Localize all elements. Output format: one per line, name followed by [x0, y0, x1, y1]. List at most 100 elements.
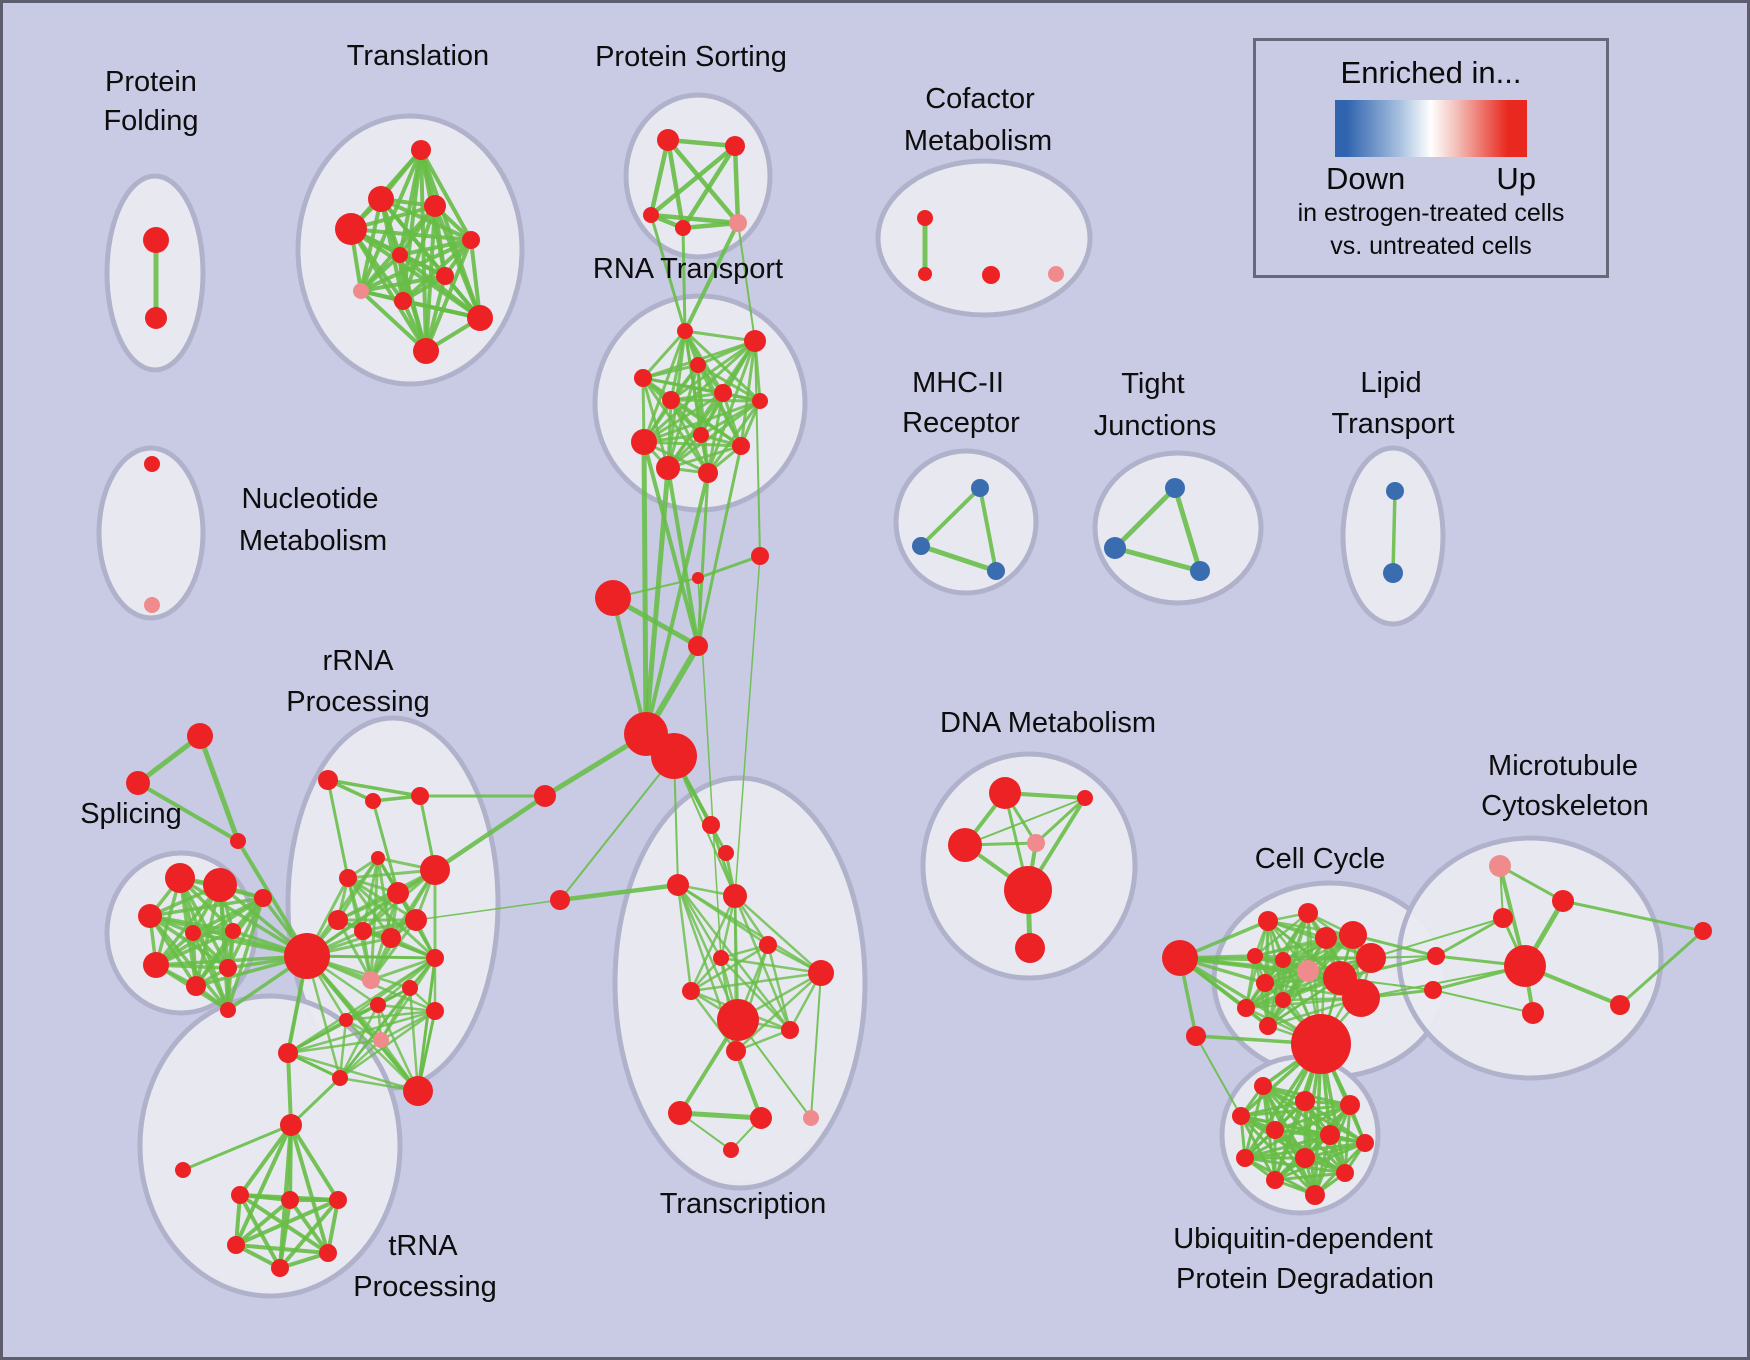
- gene-set-node-mt3: [1493, 908, 1513, 928]
- edge-cy3-cy7: [1253, 911, 1310, 958]
- gene-set-node-t4: [424, 195, 446, 217]
- gene-set-node-rr17: [339, 1013, 353, 1027]
- gene-set-node-cy12: [1275, 992, 1291, 1008]
- gene-set-node-tr5: [759, 936, 777, 954]
- gene-set-node-rt5: [662, 391, 680, 409]
- edge-cy5-cr1: [1351, 933, 1438, 958]
- edge-t1-t5: [419, 148, 473, 242]
- edge-rt1-rt4: [641, 329, 687, 380]
- edge-cy9-cy11: [1244, 969, 1310, 1010]
- gene-set-node-t11: [413, 338, 439, 364]
- edge-rr16-rr21: [286, 1009, 437, 1055]
- edge-tri1-tri3: [197, 733, 241, 844]
- edge-sp8-sp10: [226, 896, 265, 970]
- gene-set-node-rt8: [631, 429, 657, 455]
- cluster-ellipse-tight-junctions: [1092, 450, 1264, 606]
- gene-set-node-rr19: [403, 1076, 433, 1106]
- edge-rt7-rt8: [642, 399, 762, 444]
- edge-rt9-cc4: [666, 466, 700, 648]
- gene-set-node-rt3: [690, 357, 706, 373]
- gene-set-node-tr14: [803, 1110, 819, 1126]
- edge-tn5-tn6: [234, 1198, 340, 1247]
- gene-set-node-tr10: [781, 1021, 799, 1039]
- edge-sp5-sp6: [154, 929, 235, 967]
- edge-rt1-rt2: [683, 329, 757, 343]
- gene-set-node-tr2: [718, 845, 734, 861]
- legend-down-label: Down: [1326, 161, 1406, 196]
- edge-t6-t8: [359, 253, 402, 293]
- edge-tr7-tr14: [810, 972, 822, 1119]
- cluster-label: Cytoskeleton: [1481, 790, 1649, 822]
- gene-set-node-rt6: [714, 384, 732, 402]
- edge-rr19-rr12: [416, 956, 437, 1093]
- gene-set-node-ub3: [1340, 1095, 1360, 1115]
- gene-set-node-lp2: [1383, 563, 1403, 583]
- edge-rt12-cc4: [696, 444, 743, 648]
- edge-sp6-sp10: [154, 896, 265, 967]
- gene-set-node-ps5: [729, 214, 747, 232]
- edge-rt3-rt7: [696, 363, 762, 403]
- edge-cy14-mt4: [1360, 965, 1526, 999]
- edge-ps4-rt1: [681, 226, 687, 333]
- gene-set-node-cf1: [917, 210, 933, 226]
- edge-cc1-cc2: [696, 554, 762, 580]
- edge-dm2-dm4: [1034, 796, 1087, 845]
- edge-cc1-tr4: [734, 555, 761, 897]
- gene-set-node-nm2: [144, 597, 160, 613]
- gene-set-node-ub8: [1236, 1149, 1254, 1167]
- edge-tr4-tr7: [733, 894, 823, 975]
- gene-set-node-sp3: [138, 904, 162, 928]
- gene-set-node-ub4: [1232, 1107, 1250, 1125]
- cluster-label: Receptor: [902, 407, 1020, 439]
- edge-mt5-mt7: [1618, 929, 1705, 1007]
- edge-rr18-rr20: [338, 1038, 383, 1080]
- gene-set-node-tn7: [319, 1244, 337, 1262]
- cluster-label: Nucleotide: [241, 483, 378, 515]
- gene-set-node-dm6: [1015, 933, 1045, 963]
- gene-set-node-cy16: [1186, 1026, 1206, 1046]
- gene-set-node-rt12: [732, 437, 750, 455]
- gene-set-node-m1: [971, 479, 989, 497]
- edge-tn1-tn7: [289, 1123, 330, 1255]
- gene-set-node-cy2: [1258, 911, 1278, 931]
- edge-tn2-tn1: [181, 1123, 293, 1172]
- edge-tr6-tr10: [719, 956, 792, 1032]
- gene-set-node-rr7: [420, 855, 450, 885]
- gene-set-node-tj3: [1190, 561, 1210, 581]
- cluster-label: Transcription: [660, 1188, 827, 1220]
- gene-set-node-t5: [462, 231, 480, 249]
- gene-set-node-cy4: [1315, 927, 1337, 949]
- edge-t8-t11: [359, 289, 428, 353]
- cluster-ellipse-nucleotide-metabolism: [96, 445, 206, 621]
- edge-sp7-sp10: [194, 896, 265, 988]
- edge-con1-rr7: [432, 793, 548, 873]
- gene-set-node-rr6: [387, 882, 409, 904]
- gene-set-node-cf2: [918, 267, 932, 281]
- gene-set-node-tr4: [723, 884, 747, 908]
- cluster-ellipse-mhc-ii-receptor: [893, 448, 1039, 596]
- cluster-label: Protein Degradation: [1176, 1263, 1434, 1295]
- cluster-label: Microtubule: [1488, 750, 1638, 782]
- gene-set-node-mt5: [1610, 995, 1630, 1015]
- edge-ps5-rt2: [737, 222, 756, 342]
- gene-set-node-tr9: [717, 999, 759, 1041]
- gene-set-node-rr20: [332, 1070, 348, 1086]
- edge-rr20-tn1: [289, 1076, 342, 1127]
- edge-rt2-rt5: [669, 339, 757, 402]
- cluster-label: Processing: [353, 1271, 496, 1303]
- gene-set-node-sp7: [186, 976, 206, 996]
- edge-cr2-mt6: [1432, 989, 1534, 1014]
- edge-m1-m2: [919, 486, 982, 548]
- gene-set-node-rr3: [411, 787, 429, 805]
- gene-set-node-rr1: [318, 770, 338, 790]
- edge-ub2-ub12: [1303, 1099, 1317, 1197]
- edge-dm2-dm3: [964, 797, 1086, 846]
- edge-rt6-rt8: [642, 391, 725, 444]
- gene-set-node-t8: [353, 283, 369, 299]
- gene-set-node-cy3: [1298, 903, 1318, 923]
- gene-set-node-ub10: [1336, 1164, 1354, 1182]
- cluster-label: rRNA: [323, 645, 395, 677]
- cluster-label: Cofactor: [925, 83, 1035, 115]
- edge-t6-t10: [398, 253, 482, 320]
- cluster-label: tRNA: [388, 1230, 458, 1262]
